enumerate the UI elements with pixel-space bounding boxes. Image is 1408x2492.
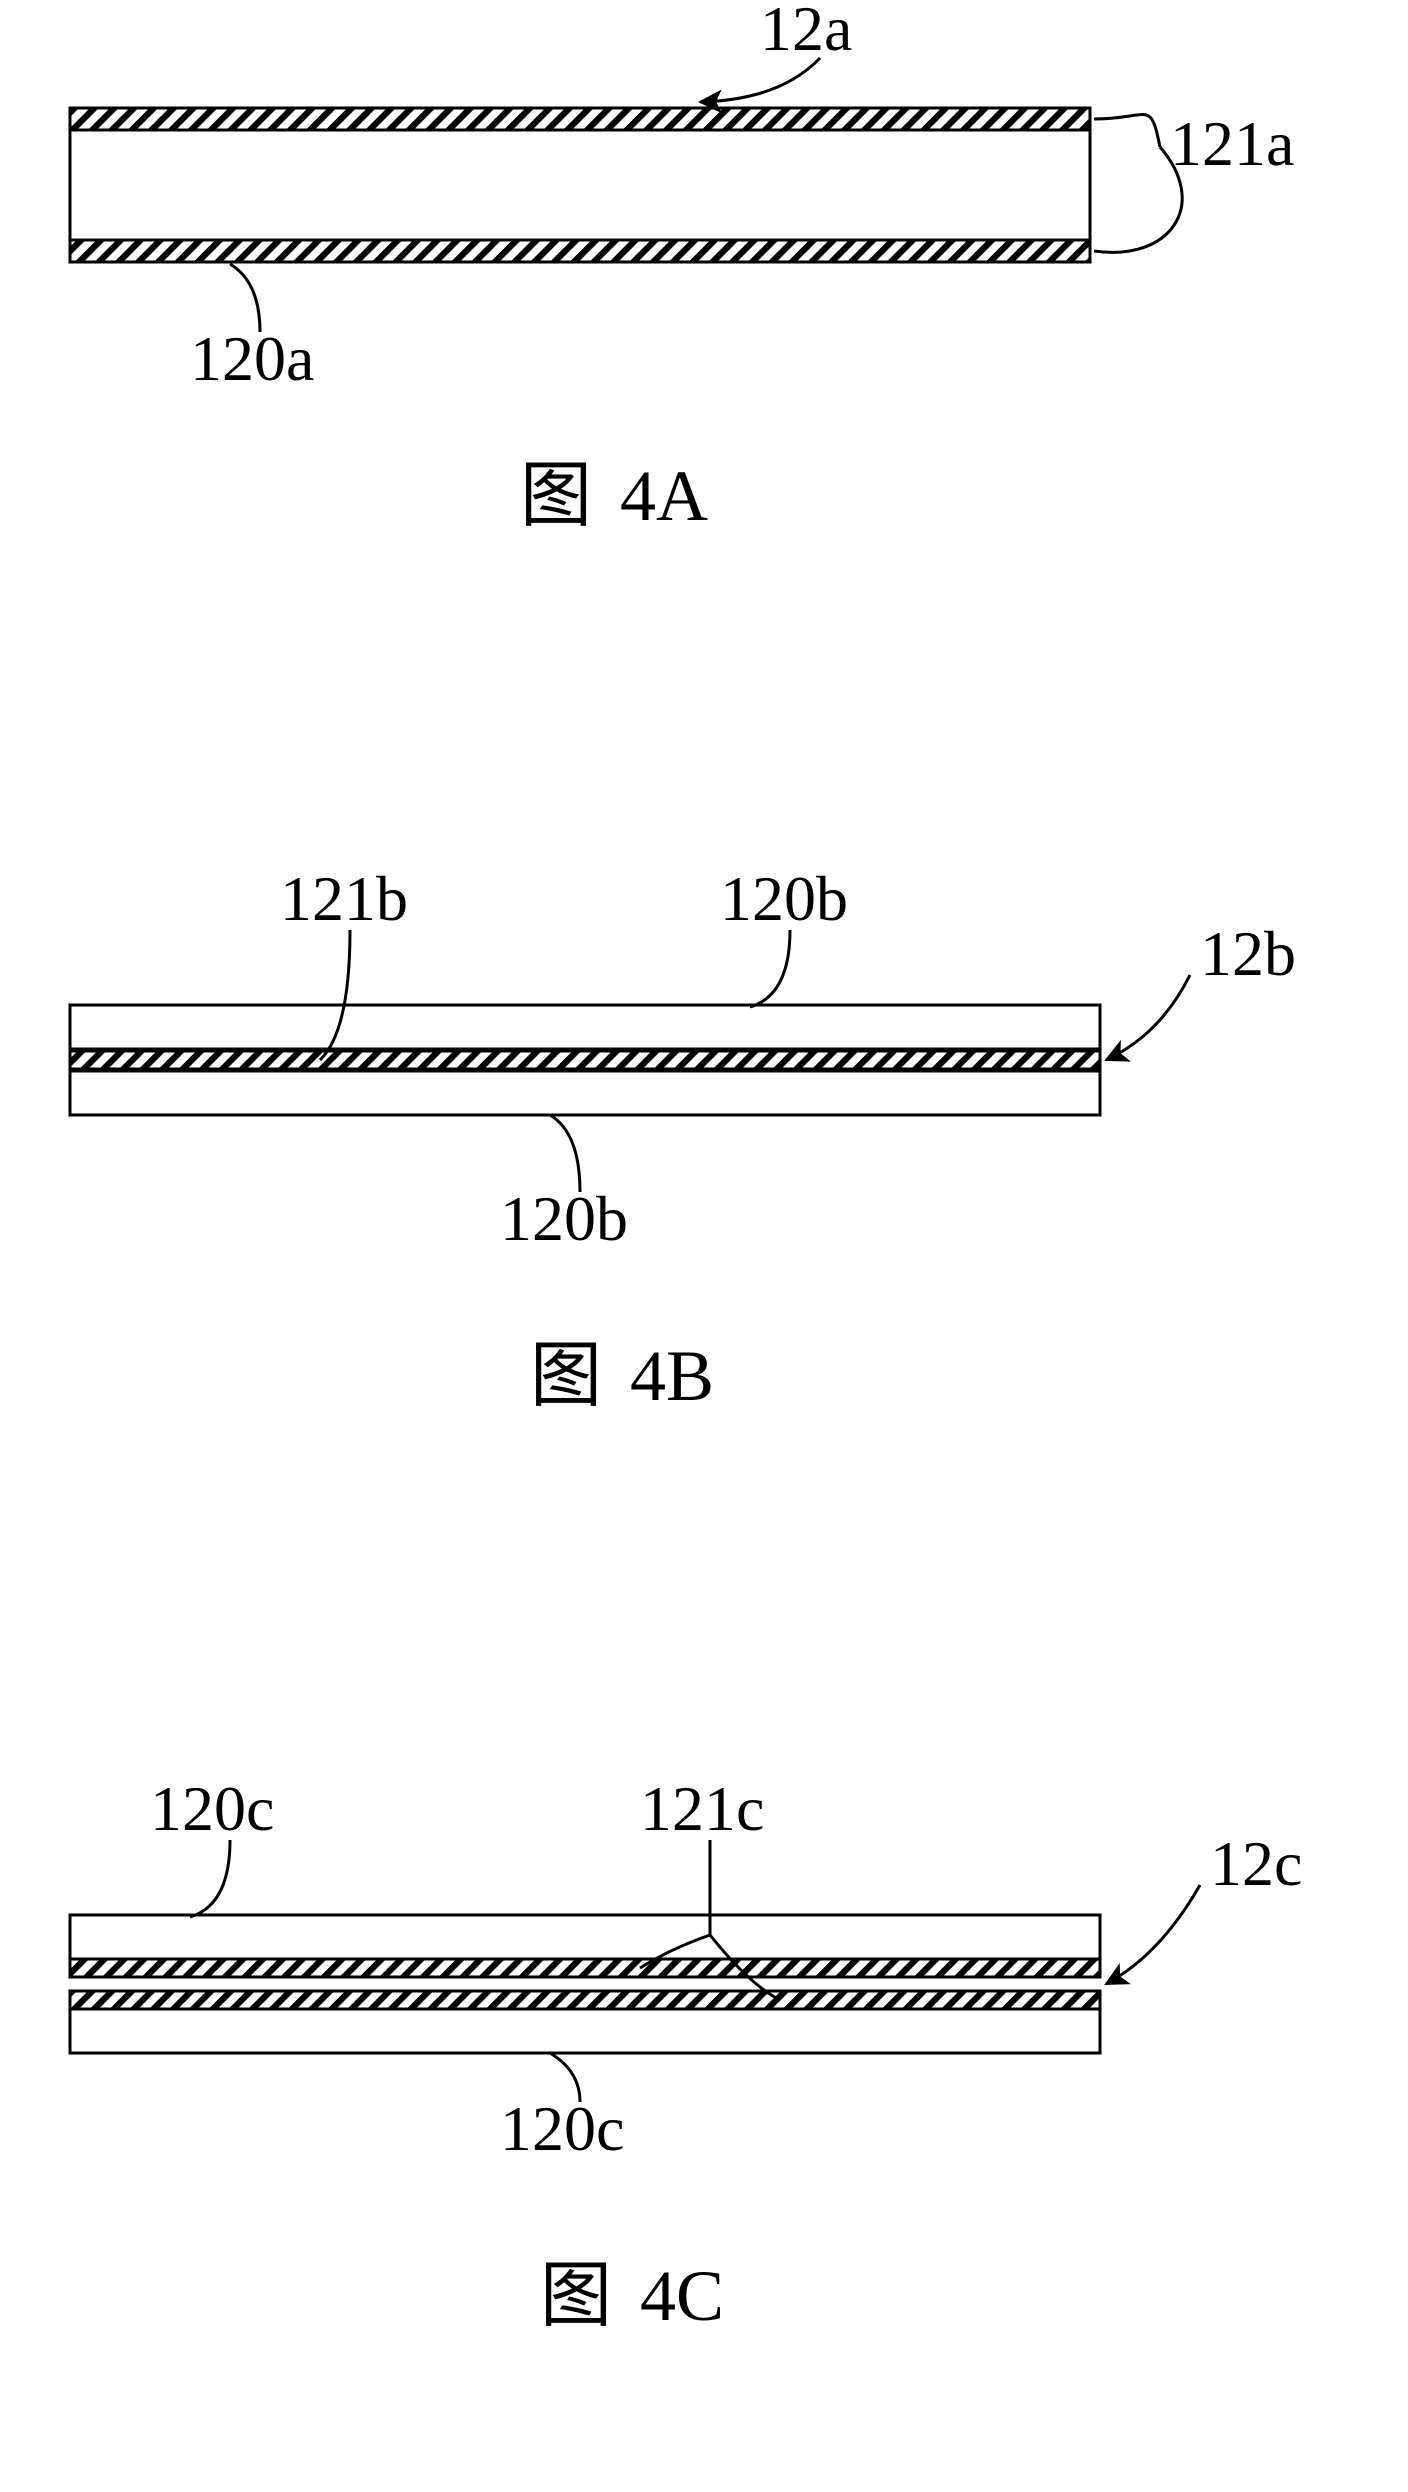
- fig-b-label-hatch: 121b: [280, 863, 408, 934]
- fig-a-hatch-top: [70, 108, 1090, 130]
- fig-a-label-assembly: 12a: [760, 0, 852, 64]
- fig-a-core: [70, 130, 1090, 240]
- fig-c-hatch-top: [70, 1959, 1100, 1977]
- fig-b-label-core-top: 120b: [720, 863, 848, 934]
- fig-a-label-hatch: 121a: [1170, 108, 1294, 179]
- fig-a-hatch-bottom: [70, 240, 1090, 262]
- fig-b-slab-bottom: [70, 1071, 1100, 1115]
- fig-c-label-assembly: 12c: [1210, 1828, 1302, 1899]
- fig-c-hatch-bottom: [70, 1991, 1100, 2009]
- fig-c-slab-top: [70, 1915, 1100, 1959]
- fig-b-hatch: [70, 1051, 1100, 1069]
- fig-b-label-assembly: 12b: [1200, 918, 1296, 989]
- fig-c-label-core-top: 120c: [150, 1773, 274, 1844]
- fig-c-label-hatch: 121c: [640, 1773, 764, 1844]
- fig-c-label-core-bottom: 120c: [500, 2093, 624, 2164]
- fig-b-label-core-bottom: 120b: [500, 1183, 628, 1254]
- fig-a-label-core: 120a: [190, 323, 314, 394]
- fig-c-slab-bottom: [70, 2009, 1100, 2053]
- fig-b-slab-top: [70, 1005, 1100, 1049]
